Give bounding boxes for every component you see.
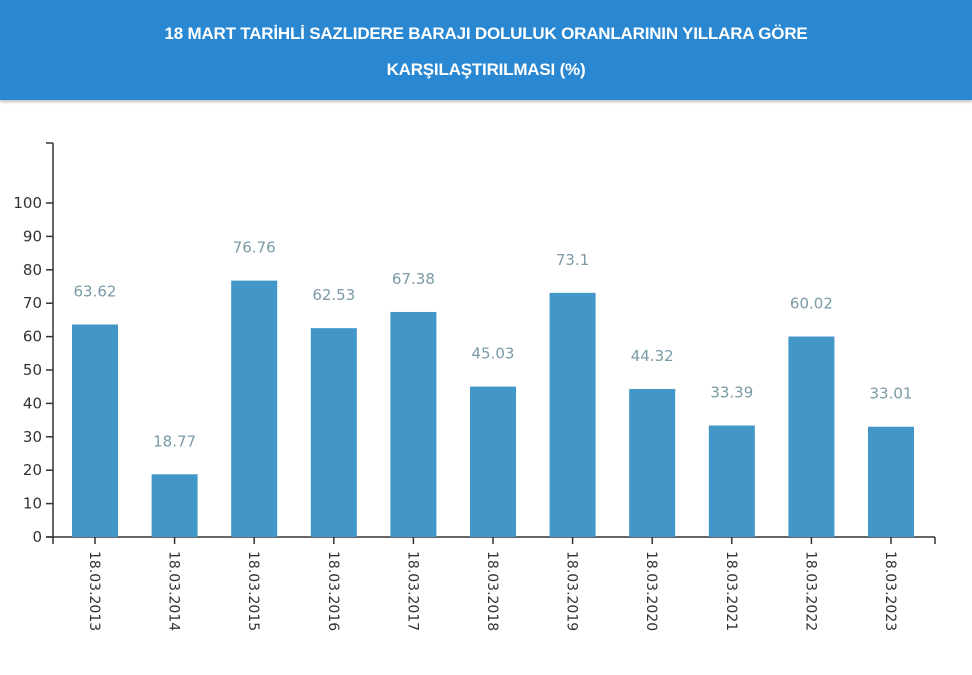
value-label: 18.77 [153,432,196,450]
x-tick-label: 18.03.2014 [166,551,182,631]
y-tick-label: 20 [23,461,42,479]
x-tick-label: 18.03.2019 [564,551,580,631]
x-tick-label: 18.03.2013 [86,551,102,631]
y-tick-label: 60 [23,328,42,346]
bar[interactable] [72,324,118,537]
value-label: 62.53 [312,286,355,304]
chart-title-line2: KARŞILAŞTIRILMASI (%) [386,60,586,79]
bar[interactable] [310,328,357,537]
bar[interactable] [470,386,516,537]
bar[interactable] [151,474,198,537]
value-label: 76.76 [233,239,276,257]
value-label: 45.03 [472,345,515,363]
bars: 63.62 18.77 76.76 62.53 67.38 45.03 73.1 44.32 3… [72,239,914,537]
chart-title-line1: 18 MART TARİHLİ SAZLIDERE BARAJI DOLULUK… [164,24,808,43]
bar[interactable] [390,311,437,537]
y-tick-label: 10 [23,495,42,513]
y-tick-label: 40 [23,394,42,412]
value-label: 44.32 [631,347,674,365]
x-tick-label: 18.03.2017 [404,551,420,631]
y-tick-label: 50 [23,361,42,379]
x-axis: 18.03.2013 18.03.2014 18.03.2015 18.03.2016… [46,536,936,631]
y-axis: 0 10 20 30 40 50 60 70 80 90 100 [13,142,54,546]
y-tick-label: 100 [13,194,42,212]
y-tick-label: 90 [23,227,42,245]
x-tick-label: 18.03.2018 [484,551,500,631]
bar[interactable] [788,336,835,537]
value-label: 33.01 [870,385,913,403]
x-tick-label: 18.03.2023 [882,551,898,631]
value-label: 73.1 [556,251,589,269]
y-tick-label: 80 [23,261,42,279]
y-tick-label: 30 [23,428,42,446]
bar[interactable] [231,280,278,537]
value-label: 67.38 [392,270,435,288]
value-label: 63.62 [74,283,117,301]
bar[interactable] [708,425,755,537]
x-tick-label: 18.03.2016 [325,551,341,631]
value-label: 60.02 [790,295,833,313]
chart-header: 18 MART TARİHLİ SAZLIDERE BARAJI DOLULUK… [0,0,972,100]
y-tick-label: 0 [32,528,42,546]
x-tick-label: 18.03.2021 [723,551,739,631]
x-tick-label: 18.03.2020 [643,551,659,631]
y-tick-label: 70 [23,294,42,312]
x-tick-label: 18.03.2022 [802,551,818,631]
bar[interactable] [629,388,676,537]
bar[interactable] [549,292,596,537]
value-label: 33.39 [710,383,753,401]
x-tick-label: 18.03.2015 [245,551,261,631]
bar[interactable] [868,426,914,537]
